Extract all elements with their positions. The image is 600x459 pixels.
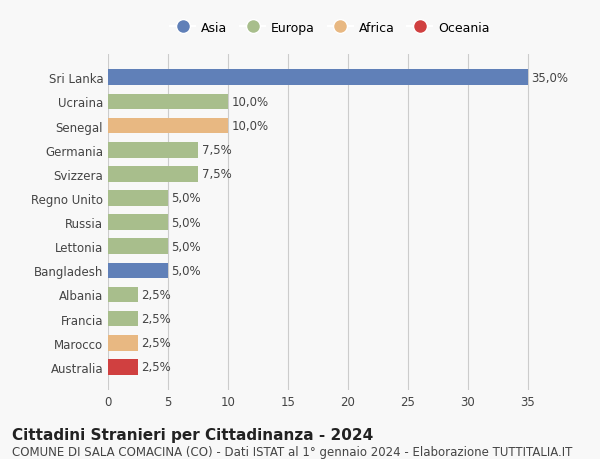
Text: 35,0%: 35,0% [532, 72, 569, 84]
Bar [108, 311, 138, 327]
Text: 5,0%: 5,0% [172, 264, 201, 277]
Text: 10,0%: 10,0% [232, 96, 269, 109]
Bar [108, 118, 228, 134]
Text: 7,5%: 7,5% [202, 168, 232, 181]
Bar [108, 335, 138, 351]
Bar [108, 167, 198, 182]
Text: 2,5%: 2,5% [142, 336, 172, 349]
Text: 2,5%: 2,5% [142, 361, 172, 374]
Legend: Asia, Europa, Africa, Oceania: Asia, Europa, Africa, Oceania [166, 18, 494, 38]
Text: COMUNE DI SALA COMACINA (CO) - Dati ISTAT al 1° gennaio 2024 - Elaborazione TUTT: COMUNE DI SALA COMACINA (CO) - Dati ISTA… [12, 445, 572, 458]
Bar [108, 239, 168, 255]
Bar [108, 215, 168, 230]
Text: 5,0%: 5,0% [172, 240, 201, 253]
Bar [108, 95, 228, 110]
Bar [108, 263, 168, 279]
Text: 2,5%: 2,5% [142, 313, 172, 325]
Bar [108, 287, 138, 302]
Text: 7,5%: 7,5% [202, 144, 232, 157]
Text: 5,0%: 5,0% [172, 192, 201, 205]
Text: 5,0%: 5,0% [172, 216, 201, 229]
Bar [108, 190, 168, 207]
Text: 2,5%: 2,5% [142, 288, 172, 302]
Text: 10,0%: 10,0% [232, 120, 269, 133]
Bar [108, 359, 138, 375]
Bar [108, 143, 198, 158]
Text: Cittadini Stranieri per Cittadinanza - 2024: Cittadini Stranieri per Cittadinanza - 2… [12, 427, 373, 442]
Bar [108, 70, 528, 86]
